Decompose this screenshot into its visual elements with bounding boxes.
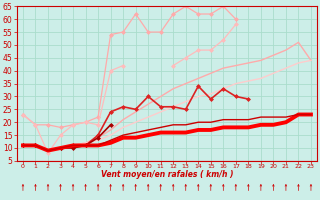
X-axis label: Vent moyen/en rafales ( km/h ): Vent moyen/en rafales ( km/h ) — [101, 170, 233, 179]
